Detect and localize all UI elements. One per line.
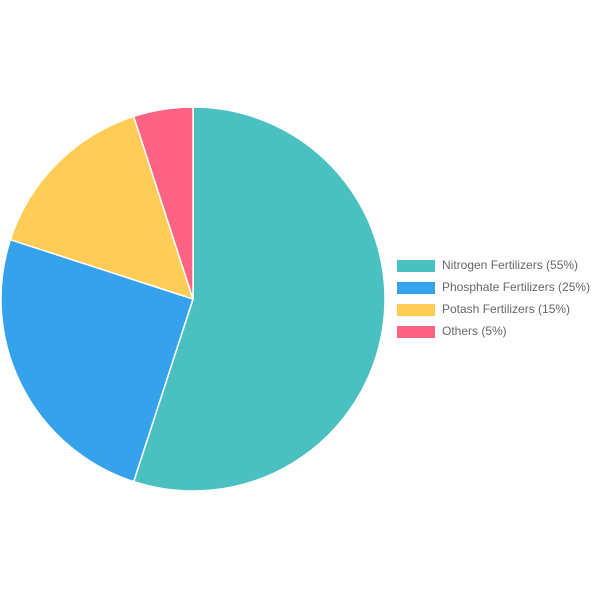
legend-label: Others (5%) — [442, 324, 507, 338]
pie-slice — [0, 238, 194, 483]
pie-slice — [9, 115, 195, 301]
legend-label: Potash Fertilizers (15%) — [442, 302, 570, 316]
pie-slice — [132, 106, 386, 492]
legend-swatch — [397, 326, 435, 338]
legend-swatch — [397, 260, 435, 272]
legend-swatch — [397, 282, 435, 294]
legend-swatch — [397, 304, 435, 316]
legend-label: Phosphate Fertilizers (25%) — [442, 280, 590, 294]
pie-slice — [132, 106, 194, 300]
legend-label: Nitrogen Fertilizers (55%) — [442, 258, 578, 272]
